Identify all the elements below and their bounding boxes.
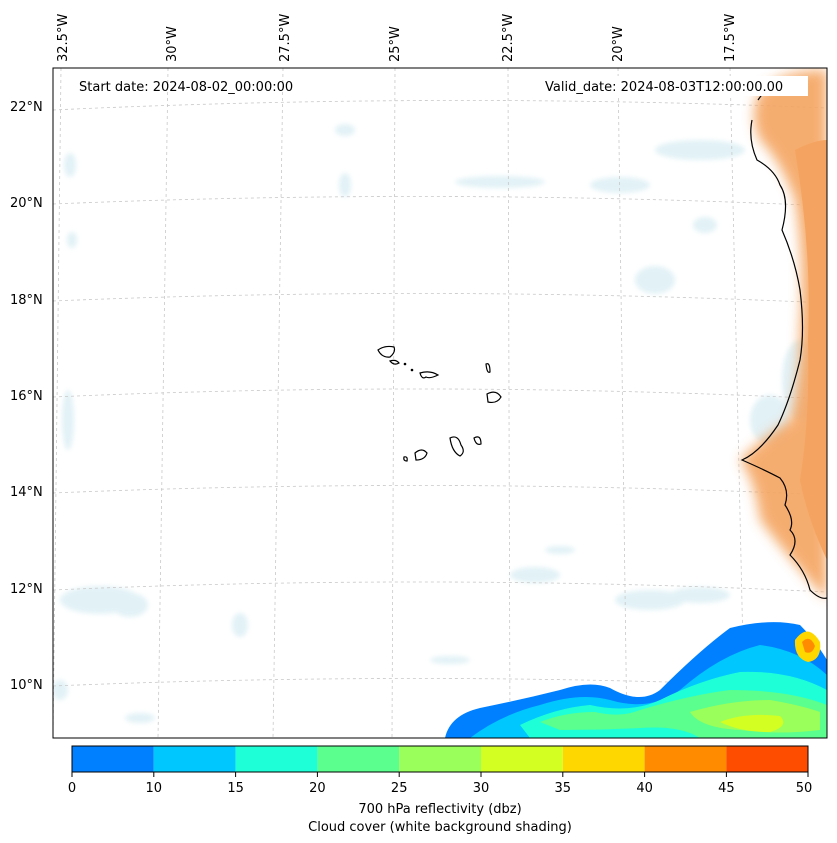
lat-label-20n: 20°N — [10, 196, 43, 211]
lat-label-12n: 12°N — [10, 582, 43, 597]
colorbar-seg-3 — [317, 746, 400, 772]
colorbar-seg-5 — [481, 746, 563, 772]
colorbar-seg-6 — [562, 746, 645, 772]
colorbar-label: 700 hPa reflectivity (dbz) — [358, 802, 521, 817]
lon-label-27-5w: 27.5°W — [278, 14, 293, 62]
map-panel[interactable]: Start date: 2024-08-02_00:00:00 Valid_da… — [52, 68, 827, 738]
colorbar-tick-50: 50 — [796, 781, 813, 796]
latitude-labels: 22°N 20°N 18°N 16°N 14°N 12°N 10°N — [10, 100, 43, 693]
colorbar: 0 10 15 20 25 30 35 40 45 50 700 hPa ref… — [68, 745, 813, 835]
lon-label-25w: 25°W — [388, 26, 403, 62]
colorbar-tick-20: 20 — [309, 781, 326, 796]
lat-label-16n: 16°N — [10, 389, 43, 404]
colorbar-tick-30: 30 — [473, 781, 490, 796]
small-islet-dots — [403, 362, 414, 372]
lon-label-17-5w: 17.5°W — [723, 14, 738, 62]
lon-label-32-5w: 32.5°W — [56, 14, 71, 62]
colorbar-tick-10: 10 — [146, 781, 163, 796]
valid-date-label: Valid_date: 2024-08-03T12:00:00.00 — [545, 80, 783, 95]
colorbar-tick-45: 45 — [718, 781, 735, 796]
colorbar-seg-8 — [726, 746, 808, 772]
lat-label-14n: 14°N — [10, 485, 43, 500]
colorbar-seg-1 — [153, 746, 236, 772]
start-date-label: Start date: 2024-08-02_00:00:00 — [79, 80, 293, 95]
lat-label-22n: 22°N — [10, 100, 43, 115]
colorbar-tick-35: 35 — [555, 781, 572, 796]
lat-label-10n: 10°N — [10, 678, 43, 693]
lat-label-18n: 18°N — [10, 293, 43, 308]
land-mass — [740, 70, 827, 600]
colorbar-tick-15: 15 — [227, 781, 244, 796]
colorbar-seg-0 — [72, 746, 154, 772]
lon-label-20w: 20°W — [611, 26, 626, 62]
colorbar-tick-0: 0 — [68, 781, 76, 796]
reflectivity-field — [445, 622, 827, 738]
map-frame — [52, 67, 828, 739]
colorbar-tick-25: 25 — [391, 781, 408, 796]
colorbar-tick-40: 40 — [636, 781, 653, 796]
lon-label-30w: 30°W — [165, 26, 180, 62]
longitude-labels: 32.5°W 30°W 27.5°W 25°W 22.5°W 20°W 17.5… — [56, 14, 738, 62]
colorbar-sublabel: Cloud cover (white background shading) — [308, 820, 572, 835]
colorbar-seg-7 — [644, 746, 727, 772]
colorbar-seg-2 — [235, 746, 318, 772]
colorbar-seg-4 — [399, 746, 481, 772]
cape-verde-islands — [377, 345, 502, 462]
lon-label-22-5w: 22.5°W — [501, 14, 516, 62]
